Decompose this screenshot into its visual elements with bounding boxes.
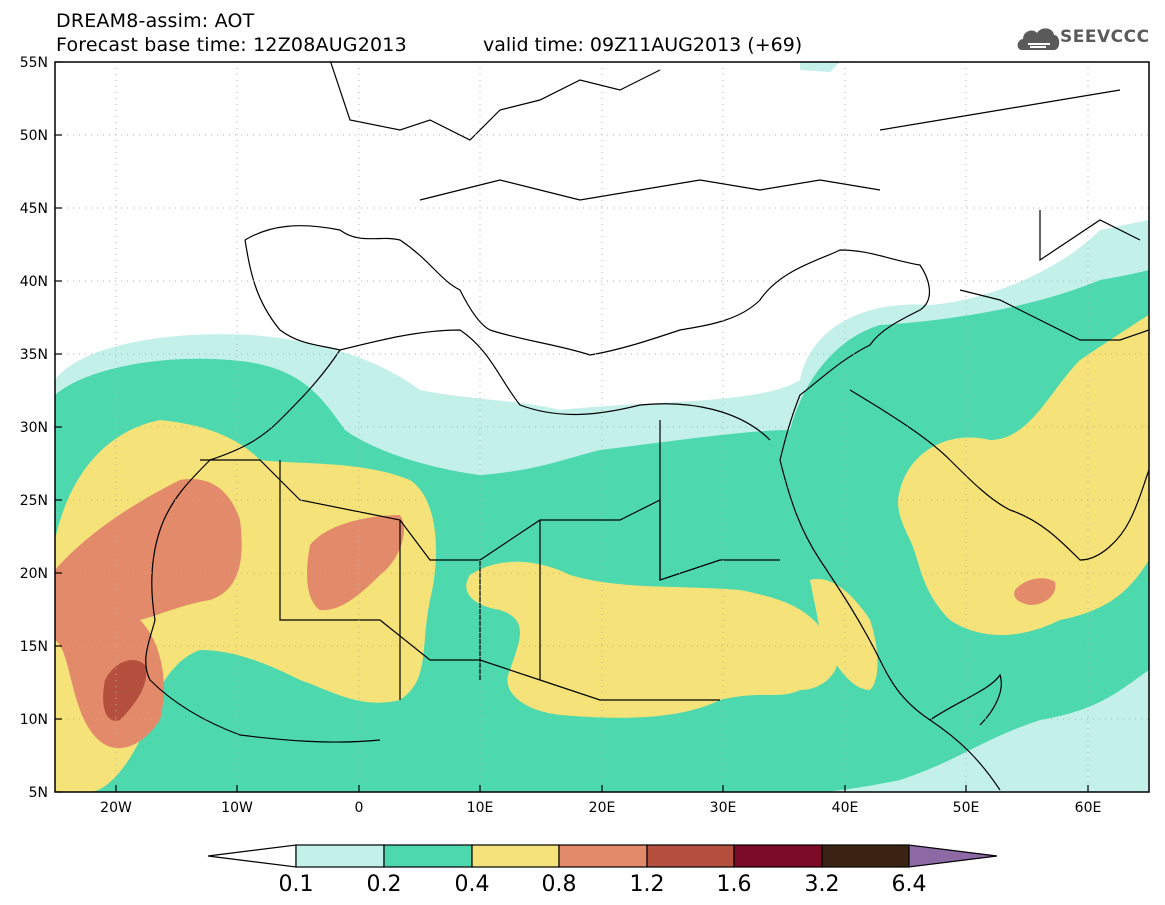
colorbar-label: 0.2 [366,872,402,897]
lat-label: 10N [20,712,48,728]
colorbar-swatch [383,844,473,868]
map-title: DREAM8-assim: AOT [56,10,255,32]
lat-label: 55N [20,55,48,71]
colorbar-label: 3.2 [804,872,840,897]
forecast-base-time: Forecast base time: 12Z08AUG2013 [56,34,407,56]
lat-label: 20N [20,566,48,582]
colorbar-label: 0.4 [454,872,490,897]
colorbar-swatch [558,844,648,868]
colorbar-label: 6.4 [891,872,927,897]
latitude-labels: 5N 10N 15N 20N 25N 30N 35N 40N 45N 50N 5… [20,55,48,801]
lon-label: 20E [589,800,616,816]
lat-label: 25N [20,493,48,509]
seevccc-logo: SEEVCCC [1060,27,1150,47]
colorbar-swatch [471,844,560,868]
lon-label: 30E [710,800,737,816]
cloud-icon [1017,28,1060,50]
aot-level-1.2 [103,660,147,721]
colorbar-swatch [733,844,823,868]
lat-label: 35N [20,347,48,363]
colorbar-label: 0.1 [278,872,314,897]
lon-label: 50E [953,800,980,816]
colorbar-label: 1.2 [629,872,665,897]
lon-label: 40E [832,800,859,816]
lat-label: 50N [20,128,48,144]
aot-level-0.8 [55,479,242,749]
colorbar [207,844,998,868]
aot-field [55,62,1149,792]
colorbar-label: 0.8 [541,872,577,897]
longitude-labels: 20W 10W 0 10E 20E 30E 40E 50E 60E [100,800,1101,816]
lon-label: 20W [100,800,132,816]
valid-time: valid time: 09Z11AUG2013 (+69) [483,34,803,56]
colorbar-max-arrow [908,844,998,868]
colorbar-label: 1.6 [716,872,752,897]
lon-label: 60E [1075,800,1102,816]
lon-label: 10W [221,800,253,816]
lat-label: 5N [29,785,48,801]
colorbar-swatch [646,844,735,868]
lat-label: 30N [20,420,48,436]
ticks [55,61,1089,793]
lon-label: 10E [467,800,494,816]
aot-level-0.4-central [466,561,839,718]
colorbar-min-arrow [207,844,297,868]
lat-label: 40N [20,274,48,290]
colorbar-swatch [821,844,910,868]
colorbar-swatch [295,844,385,868]
aot-level-0.4-arabia [898,315,1149,635]
lon-label: 0 [355,800,364,816]
lat-label: 15N [20,639,48,655]
grid [55,62,1149,792]
lat-label: 45N [20,201,48,217]
coastlines [145,62,1149,791]
